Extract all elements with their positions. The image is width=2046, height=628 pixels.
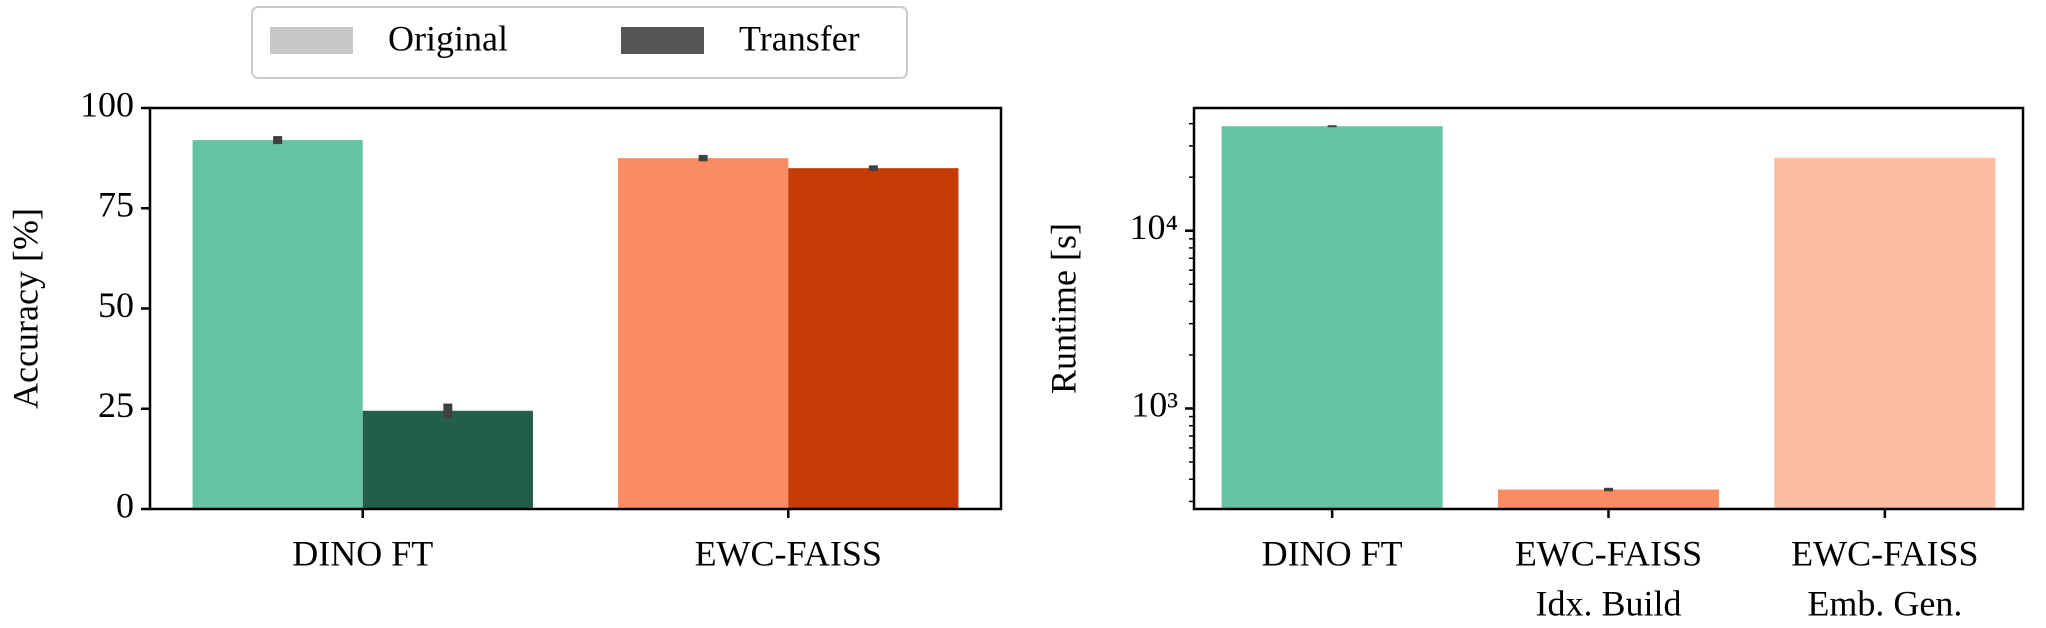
bar	[192, 140, 363, 509]
x-tick-label: EWC-FAISS	[695, 533, 882, 573]
bar	[618, 158, 789, 509]
x-tick-label: Emb. Gen.	[1807, 583, 1962, 623]
y-tick-label: 50	[98, 285, 134, 325]
bar	[362, 410, 533, 509]
y-tick-label: 10⁴	[1129, 207, 1178, 247]
y-tick-label: 0	[116, 485, 134, 525]
legend-box	[251, 6, 908, 79]
bar	[1221, 126, 1443, 510]
axes-frame	[148, 106, 1003, 511]
y-tick-label: 75	[98, 185, 134, 225]
x-tick-label: EWC-FAISS	[1791, 533, 1978, 573]
y-tick-label: 10³	[1131, 385, 1178, 425]
legend-swatch	[270, 27, 353, 54]
legend-swatch	[621, 27, 704, 54]
x-tick-label: Idx. Build	[1535, 583, 1681, 623]
y-axis-label: Runtime [s]	[1043, 223, 1083, 394]
y-axis-label: Accuracy [%]	[5, 208, 45, 409]
x-tick-label: EWC-FAISS	[1515, 533, 1702, 573]
y-tick-label: 25	[98, 385, 134, 425]
legend-label: Transfer	[739, 18, 860, 58]
legend-label: Original	[388, 18, 508, 58]
bar	[1497, 489, 1720, 509]
bar	[1774, 157, 1996, 510]
axes-frame	[1192, 106, 2025, 511]
x-tick-label: DINO FT	[292, 533, 433, 573]
x-tick-label: DINO FT	[1262, 533, 1403, 573]
bar	[788, 168, 959, 509]
y-tick-label: 100	[80, 84, 134, 124]
